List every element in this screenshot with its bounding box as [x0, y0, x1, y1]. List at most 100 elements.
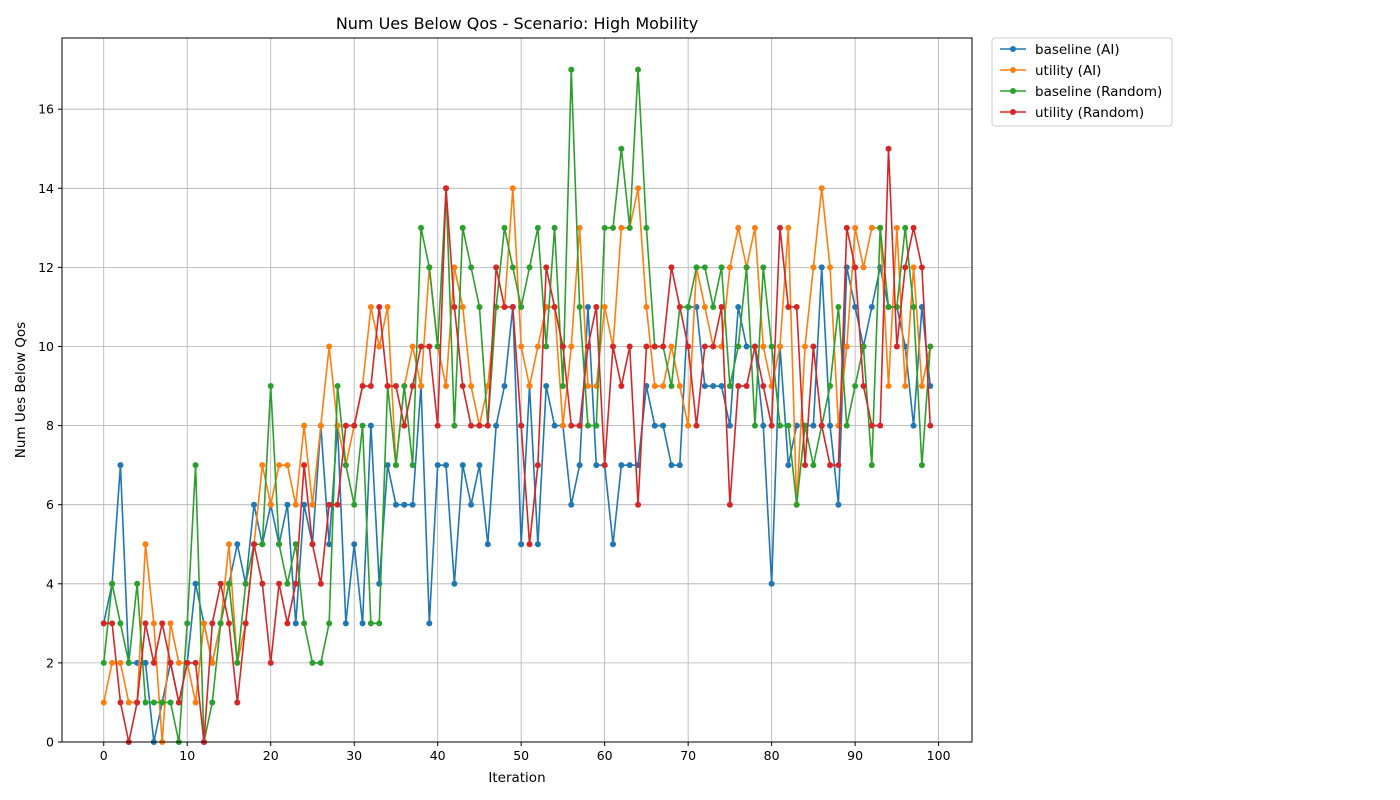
data-point — [860, 343, 867, 350]
data-point — [468, 501, 475, 508]
x-tick-label: 80 — [764, 748, 780, 763]
data-point — [559, 343, 566, 350]
data-point — [292, 620, 299, 627]
series-line — [102, 68, 932, 743]
data-point — [910, 303, 917, 310]
data-point — [342, 422, 349, 429]
data-point — [125, 659, 132, 666]
data-point — [443, 462, 450, 469]
data-point — [459, 462, 466, 469]
data-point — [668, 343, 675, 350]
data-point — [100, 659, 107, 666]
data-point — [651, 422, 658, 429]
data-point — [501, 383, 508, 390]
data-point — [509, 303, 516, 310]
data-point — [843, 224, 850, 231]
data-point — [810, 264, 817, 271]
data-point — [267, 383, 274, 390]
data-point — [242, 620, 249, 627]
data-point — [651, 343, 658, 350]
data-point — [918, 264, 925, 271]
data-point — [601, 462, 608, 469]
data-point — [701, 343, 708, 350]
data-point — [501, 224, 508, 231]
data-point — [726, 422, 733, 429]
x-tick-label: 100 — [927, 748, 951, 763]
data-point — [167, 659, 174, 666]
data-point — [451, 580, 458, 587]
data-point — [626, 462, 633, 469]
data-point — [459, 383, 466, 390]
data-point — [284, 580, 291, 587]
data-point — [601, 303, 608, 310]
legend-label: utility (Random) — [1035, 105, 1144, 121]
series-lines — [100, 66, 934, 745]
data-point — [635, 501, 642, 508]
data-point — [568, 343, 575, 350]
data-point — [743, 383, 750, 390]
data-point — [584, 303, 591, 310]
legend: baseline (AI) utility (AI) baseline (Rando… — [991, 37, 1173, 127]
data-point — [426, 620, 433, 627]
data-point — [443, 185, 450, 192]
data-point — [751, 422, 758, 429]
data-point — [417, 224, 424, 231]
data-point — [693, 422, 700, 429]
data-point — [601, 224, 608, 231]
data-point — [860, 383, 867, 390]
data-point — [209, 659, 216, 666]
data-point — [593, 303, 600, 310]
data-point — [551, 303, 558, 310]
data-point — [868, 224, 875, 231]
legend-item: baseline (AI) — [1000, 42, 1120, 58]
data-point — [660, 383, 667, 390]
data-point — [309, 501, 316, 508]
data-point — [776, 343, 783, 350]
data-point — [159, 620, 166, 627]
data-point — [885, 145, 892, 152]
data-point — [584, 343, 591, 350]
data-point — [484, 541, 491, 548]
data-point — [927, 422, 934, 429]
data-point — [509, 185, 516, 192]
data-point — [175, 659, 182, 666]
data-point — [852, 303, 859, 310]
data-point — [509, 264, 516, 271]
data-point — [534, 462, 541, 469]
data-point — [568, 422, 575, 429]
data-point — [543, 383, 550, 390]
y-tick-label: 8 — [46, 418, 54, 433]
data-point — [918, 462, 925, 469]
series-utility-random — [100, 145, 934, 745]
data-point — [301, 620, 308, 627]
data-point — [342, 462, 349, 469]
y-axis-label: Num Ues Below Qos — [13, 322, 29, 458]
data-point — [192, 462, 199, 469]
data-point — [259, 541, 266, 548]
data-point — [426, 343, 433, 350]
data-point — [443, 383, 450, 390]
data-point — [251, 501, 258, 508]
data-point — [760, 343, 767, 350]
legend-item: utility (Random) — [1000, 105, 1144, 121]
y-tick-label: 10 — [38, 339, 54, 354]
x-tick-label: 90 — [847, 748, 863, 763]
data-point — [284, 462, 291, 469]
data-point — [117, 620, 124, 627]
data-point — [326, 343, 333, 350]
y-tick-label: 6 — [46, 497, 54, 512]
data-point — [827, 383, 834, 390]
data-point — [785, 224, 792, 231]
data-point — [593, 462, 600, 469]
data-point — [109, 620, 116, 627]
data-point — [877, 224, 884, 231]
data-point — [802, 462, 809, 469]
data-point — [827, 462, 834, 469]
data-point — [860, 264, 867, 271]
plot-area-frame — [61, 37, 973, 743]
data-point — [434, 343, 441, 350]
data-point — [626, 224, 633, 231]
data-point — [376, 303, 383, 310]
data-point — [760, 383, 767, 390]
